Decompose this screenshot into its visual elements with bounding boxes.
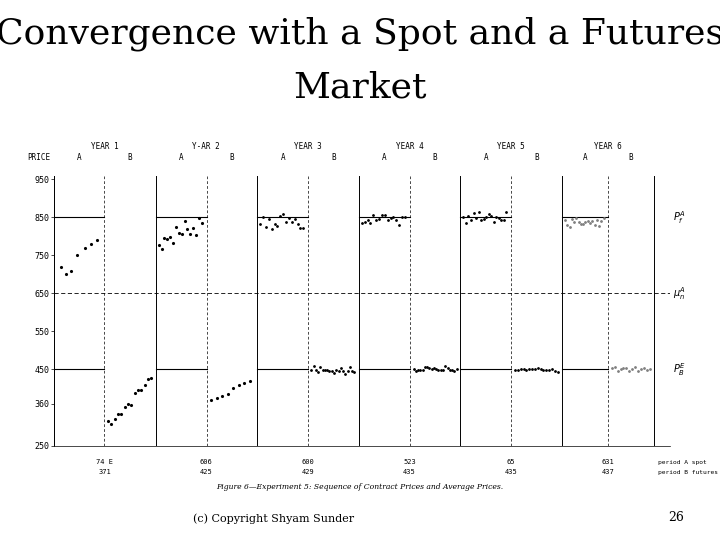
Text: B: B — [534, 153, 539, 162]
Text: 26: 26 — [668, 511, 684, 524]
Text: YEAR 5: YEAR 5 — [498, 142, 525, 151]
Text: A: A — [582, 153, 588, 162]
Text: A: A — [280, 153, 285, 162]
Text: YEAR 6: YEAR 6 — [594, 142, 622, 151]
Text: 371: 371 — [99, 469, 111, 475]
Text: period A spot: period A spot — [658, 461, 706, 465]
Text: Y-AR 2: Y-AR 2 — [192, 142, 220, 151]
Text: 435: 435 — [505, 469, 518, 475]
Text: Convergence with a Spot and a Futures: Convergence with a Spot and a Futures — [0, 16, 720, 51]
Text: B: B — [331, 153, 336, 162]
Text: (c) Copyright Shyam Sunder: (c) Copyright Shyam Sunder — [193, 513, 354, 524]
Text: 65: 65 — [507, 460, 516, 465]
Text: $P_f^A$: $P_f^A$ — [673, 209, 686, 226]
Text: B: B — [230, 153, 234, 162]
Text: 74 E: 74 E — [96, 460, 113, 465]
Text: 435: 435 — [403, 469, 416, 475]
Text: B: B — [127, 153, 132, 162]
Text: YEAR 4: YEAR 4 — [395, 142, 423, 151]
Text: $P_B^E$: $P_B^E$ — [673, 361, 686, 378]
Text: PRICE: PRICE — [27, 153, 50, 162]
Text: Figure 6—Experiment 5: Sequence of Contract Prices and Average Prices.: Figure 6—Experiment 5: Sequence of Contr… — [217, 483, 503, 491]
Text: A: A — [77, 153, 81, 162]
Text: 606: 606 — [200, 460, 212, 465]
Text: 631: 631 — [602, 460, 614, 465]
Text: 523: 523 — [403, 460, 416, 465]
Text: B: B — [629, 153, 634, 162]
Text: period B futures: period B futures — [658, 470, 718, 475]
Text: 437: 437 — [602, 469, 614, 475]
Text: 425: 425 — [200, 469, 212, 475]
Text: A: A — [382, 153, 387, 162]
Text: 429: 429 — [302, 469, 315, 475]
Text: Market: Market — [293, 70, 427, 104]
Text: A: A — [484, 153, 488, 162]
Text: 600: 600 — [302, 460, 315, 465]
Text: B: B — [433, 153, 437, 162]
Text: A: A — [179, 153, 184, 162]
Text: YEAR 1: YEAR 1 — [91, 142, 119, 151]
Text: YEAR 3: YEAR 3 — [294, 142, 322, 151]
Text: $\mu_n^A$: $\mu_n^A$ — [673, 285, 686, 302]
